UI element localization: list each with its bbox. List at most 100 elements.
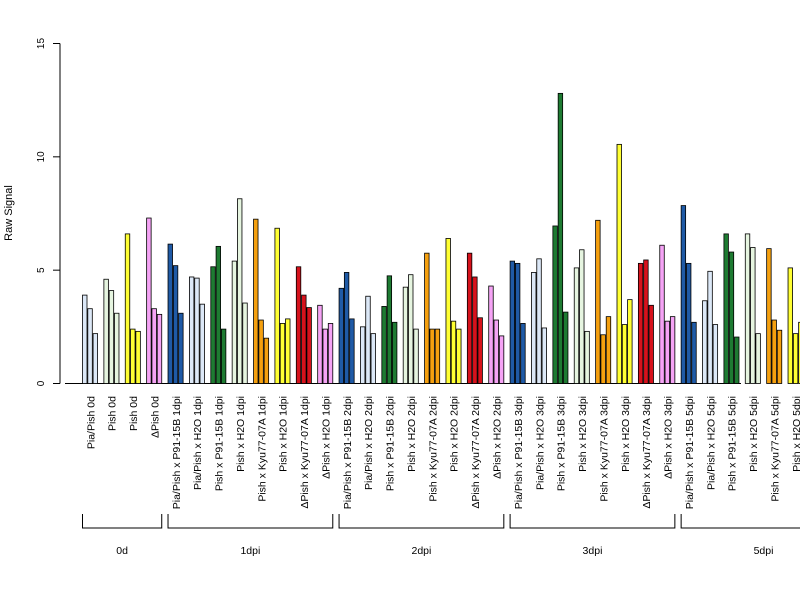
bar — [254, 219, 258, 383]
bar — [328, 323, 333, 383]
category-label: Pish x P91-15B 3dpi — [556, 396, 568, 491]
bar — [649, 305, 654, 383]
bar — [350, 319, 355, 384]
bar — [617, 144, 622, 383]
category-label: Pish x H2O 1dpi — [235, 396, 247, 472]
bar — [457, 329, 462, 383]
bar — [109, 291, 114, 384]
bar — [414, 329, 419, 383]
group-label: 1dpi — [240, 545, 260, 557]
bar — [756, 334, 761, 384]
y-tick-label: 5 — [36, 267, 47, 273]
group-bracket — [510, 514, 675, 528]
bar — [264, 338, 269, 383]
bar — [216, 246, 221, 383]
bar — [296, 267, 301, 384]
bar — [660, 245, 665, 383]
bar — [382, 306, 387, 383]
category-label: ΔPish x H2O 3dpi — [663, 396, 675, 479]
bar — [531, 272, 536, 383]
category-label: ΔPish x H2O 1dpi — [320, 396, 332, 479]
bar — [751, 248, 756, 384]
bar — [788, 268, 793, 384]
bar — [767, 249, 772, 384]
bar — [713, 325, 718, 384]
bar — [606, 317, 611, 384]
bar — [344, 272, 349, 383]
bar — [195, 278, 200, 383]
bar — [339, 288, 344, 383]
category-label: Pish x Kyu77-07A 2dpi — [427, 396, 439, 502]
bar — [521, 323, 526, 383]
group-label: 5dpi — [754, 545, 774, 557]
bar — [542, 328, 547, 384]
bar — [387, 276, 392, 384]
bar — [409, 275, 414, 384]
bar — [681, 206, 686, 384]
category-label: Pia/Pish x P91-15B 3dpi — [513, 396, 525, 509]
bar — [136, 331, 141, 383]
bar — [537, 259, 542, 384]
category-label: Pia/Pish 0d — [85, 396, 97, 449]
bar — [585, 331, 590, 383]
bar — [622, 325, 627, 384]
group-bracket — [339, 514, 504, 528]
bar — [200, 304, 205, 383]
bar — [601, 335, 606, 384]
bar — [286, 319, 291, 384]
bar — [729, 252, 734, 383]
bar — [692, 322, 697, 383]
bar — [152, 309, 157, 384]
category-label: Pia/Pish x P91-15B 1dpi — [171, 396, 183, 509]
bar — [435, 329, 440, 383]
category-label: Pia/Pish x H2O 2dpi — [363, 396, 375, 490]
bar — [104, 279, 109, 383]
bar — [596, 220, 601, 383]
bar — [745, 234, 750, 384]
bar — [371, 334, 376, 384]
bar — [494, 320, 499, 383]
bar — [392, 322, 397, 383]
group-bracket — [681, 514, 800, 528]
category-label: Pia/Pish x P91-15B 5dpi — [684, 396, 696, 509]
bar — [473, 277, 478, 384]
category-label: Pish x P91-15B 1dpi — [214, 396, 226, 491]
bar — [638, 263, 643, 383]
bar — [478, 318, 483, 384]
category-label: Pia/Pish x H2O 1dpi — [192, 396, 204, 490]
bar — [323, 329, 328, 383]
bar — [467, 253, 472, 383]
bar — [777, 330, 782, 383]
bar — [157, 314, 162, 383]
bar — [446, 238, 451, 383]
bar — [451, 321, 456, 383]
bar — [307, 308, 312, 384]
bar — [510, 261, 514, 383]
bar — [686, 263, 691, 383]
group-bracket — [83, 514, 162, 528]
bar — [628, 300, 633, 384]
bar — [125, 234, 130, 384]
y-tick-label: 15 — [36, 38, 47, 50]
category-label: Pia/Pish x H2O 5dpi — [705, 396, 717, 490]
bar — [114, 313, 119, 383]
bar — [302, 295, 307, 383]
category-label: Pish 0d — [128, 396, 140, 431]
category-label: ΔPish x Kyu77-07A 1dpi — [299, 396, 311, 509]
category-label: Pish x H2O 2dpi — [406, 396, 418, 472]
bar — [489, 286, 494, 383]
group-label: 3dpi — [583, 545, 603, 557]
bar — [131, 329, 136, 383]
category-label: Pish 0d — [107, 396, 119, 431]
bar — [211, 267, 216, 384]
bar — [259, 320, 264, 383]
category-label: ΔPish x Kyu77-07A 3dpi — [641, 396, 653, 509]
bar — [644, 260, 649, 384]
bar — [243, 303, 248, 383]
category-label: Pish x H2O 5dpi — [791, 396, 800, 472]
bar — [499, 336, 504, 384]
category-label: Pish x H2O 5dpi — [748, 396, 760, 472]
